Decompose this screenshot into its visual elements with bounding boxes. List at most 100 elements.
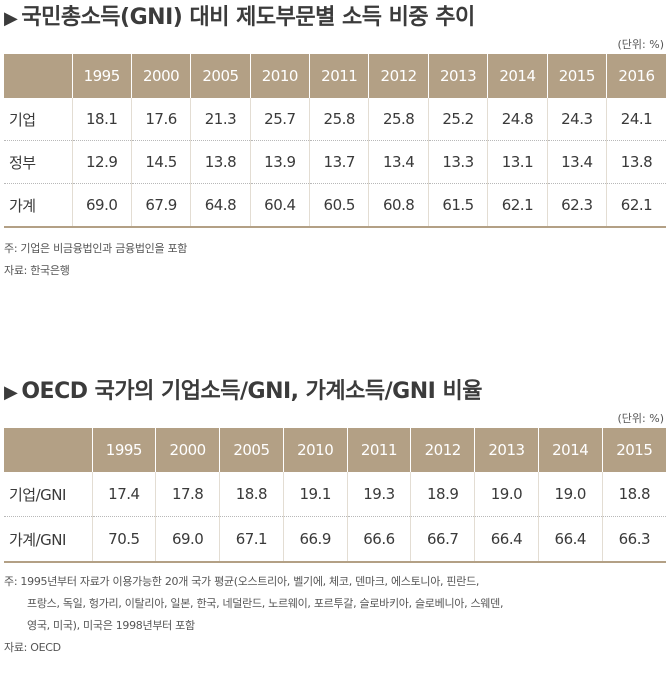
table-cell: 24.3: [546, 98, 607, 141]
table-cell: 13.1: [487, 140, 548, 184]
header-cell: 2010: [282, 428, 348, 472]
table-row: 정부 12.9 14.5 13.8 13.9 13.7 13.4 13.3 13…: [4, 140, 666, 184]
table-cell: 19.0: [537, 472, 603, 517]
table-row: 가계/GNI 70.5 69.0 67.1 66.9 66.6 66.7 66.…: [4, 516, 666, 563]
table-cell: 60.4: [249, 183, 310, 228]
table-cell: 14.5: [130, 140, 191, 184]
section-title: ▶ OECD 국가의 기업소득/GNI, 가계소득/GNI 비율: [0, 374, 670, 410]
notes: 주: 1995년부터 자료가 이용가능한 20개 국가 평균(오스트리아, 벨기…: [0, 571, 670, 659]
header-cell: 2015: [601, 428, 666, 472]
table-cell: 66.3: [601, 516, 666, 563]
footnote-line: 프랑스, 독일, 헝가리, 이탈리아, 일본, 한국, 네덜란드, 노르웨이, …: [27, 597, 504, 610]
table-cell: 13.3: [427, 140, 488, 184]
table-cell: 24.8: [487, 98, 548, 141]
table-cell: 66.6: [346, 516, 411, 563]
table-row: 기업 18.1 17.6 21.3 25.7 25.8 25.8 25.2 24…: [4, 98, 666, 141]
table-cell: 62.1: [606, 183, 666, 228]
table-cell: 66.4: [537, 516, 603, 563]
table-cell: 25.8: [368, 98, 429, 141]
header-cell: 2010: [249, 54, 310, 98]
table-cell: 61.5: [427, 183, 488, 228]
source-note: 자료: OECD: [4, 641, 61, 654]
table-row: 기업/GNI 17.4 17.8 18.8 19.1 19.3 18.9 19.…: [4, 472, 666, 517]
table-cell: 66.9: [282, 516, 348, 563]
notes: 주: 기업은 비금융법인과 금융법인을 포함 자료: 한국은행: [0, 238, 670, 282]
header-cell: 2012: [410, 428, 475, 472]
table-row: 가계 69.0 67.9 64.8 60.4 60.5 60.8 61.5 62…: [4, 183, 666, 228]
header-cell: 2014: [487, 54, 548, 98]
header-cell: 2000: [155, 428, 220, 472]
header-cell: [4, 54, 72, 98]
row-label: 정부: [4, 140, 72, 184]
header-cell: 2014: [537, 428, 603, 472]
table-header-row: 1995 2000 2005 2010 2011 2012 2013 2014 …: [4, 428, 666, 472]
table-cell: 18.8: [601, 472, 666, 517]
triangle-bullet-icon: ▶: [4, 382, 18, 403]
table-cell: 13.7: [309, 140, 369, 184]
table-cell: 60.5: [309, 183, 369, 228]
table-cell: 13.8: [190, 140, 251, 184]
footnote-line: 영국, 미국), 미국은 1998년부터 포함: [27, 619, 195, 632]
table-cell: 25.2: [427, 98, 488, 141]
table-cell: 67.9: [130, 183, 191, 228]
footnote-line: 주: 1995년부터 자료가 이용가능한 20개 국가 평균(오스트리아, 벨기…: [4, 575, 480, 588]
header-cell: [4, 428, 92, 472]
header-cell: 2005: [190, 54, 251, 98]
table-cell: 19.1: [282, 472, 348, 517]
table-header-row: 1995 2000 2005 2010 2011 2012 2013 2014 …: [4, 54, 666, 98]
table-cell: 60.8: [368, 183, 429, 228]
table-cell: 25.8: [309, 98, 369, 141]
table-cell: 17.6: [130, 98, 191, 141]
table-cell: 69.0: [71, 183, 132, 228]
gni-share-table: 1995 2000 2005 2010 2011 2012 2013 2014 …: [4, 54, 666, 228]
header-cell: 2011: [309, 54, 369, 98]
table-cell: 13.8: [606, 140, 666, 184]
table-cell: 13.4: [368, 140, 429, 184]
table-cell: 12.9: [71, 140, 132, 184]
section-title-text: OECD 국가의 기업소득/GNI, 가계소득/GNI 비율: [21, 379, 482, 404]
footnote: 주: 기업은 비금융법인과 금융법인을 포함: [4, 242, 188, 255]
header-cell: 2013: [427, 54, 488, 98]
table-cell: 66.4: [474, 516, 539, 563]
table-cell: 13.4: [546, 140, 607, 184]
table-cell: 17.8: [155, 472, 220, 517]
header-cell: 2005: [219, 428, 284, 472]
header-cell: 1995: [91, 428, 156, 472]
header-cell: 2015: [546, 54, 607, 98]
header-cell: 1995: [71, 54, 132, 98]
row-label: 기업: [4, 98, 72, 141]
table-cell: 17.4: [91, 472, 156, 517]
table-cell: 19.3: [346, 472, 411, 517]
section-title: ▶ 국민총소득(GNI) 대비 제도부문별 소득 비중 추이: [0, 0, 670, 36]
source-note: 자료: 한국은행: [4, 264, 70, 277]
section-gni-share: ▶ 국민총소득(GNI) 대비 제도부문별 소득 비중 추이 (단위: %) 19…: [0, 0, 670, 282]
header-cell: 2012: [368, 54, 429, 98]
table-cell: 24.1: [606, 98, 666, 141]
header-cell: 2016: [606, 54, 666, 98]
table-cell: 70.5: [91, 516, 156, 563]
row-label: 가계: [4, 183, 72, 228]
header-cell: 2000: [130, 54, 191, 98]
row-label: 기업/GNI: [4, 472, 92, 517]
section-oecd-ratio: ▶ OECD 국가의 기업소득/GNI, 가계소득/GNI 비율 (단위: %) …: [0, 374, 670, 659]
unit-label: (단위: %): [617, 38, 664, 51]
table-cell: 67.1: [219, 516, 284, 563]
table-cell: 62.1: [487, 183, 548, 228]
table-cell: 18.8: [219, 472, 284, 517]
table-cell: 18.1: [71, 98, 132, 141]
table-cell: 64.8: [190, 183, 251, 228]
table-cell: 21.3: [190, 98, 251, 141]
header-cell: 2011: [346, 428, 411, 472]
oecd-ratio-table: 1995 2000 2005 2010 2011 2012 2013 2014 …: [4, 428, 666, 563]
triangle-bullet-icon: ▶: [4, 8, 18, 29]
table-cell: 69.0: [155, 516, 220, 563]
row-label: 가계/GNI: [4, 516, 92, 563]
table-cell: 62.3: [546, 183, 607, 228]
table-cell: 18.9: [410, 472, 475, 517]
table-cell: 25.7: [249, 98, 310, 141]
table-cell: 19.0: [474, 472, 539, 517]
unit-label: (단위: %): [617, 412, 664, 425]
table-cell: 13.9: [249, 140, 310, 184]
header-cell: 2013: [474, 428, 539, 472]
section-title-text: 국민총소득(GNI) 대비 제도부문별 소득 비중 추이: [21, 5, 475, 30]
